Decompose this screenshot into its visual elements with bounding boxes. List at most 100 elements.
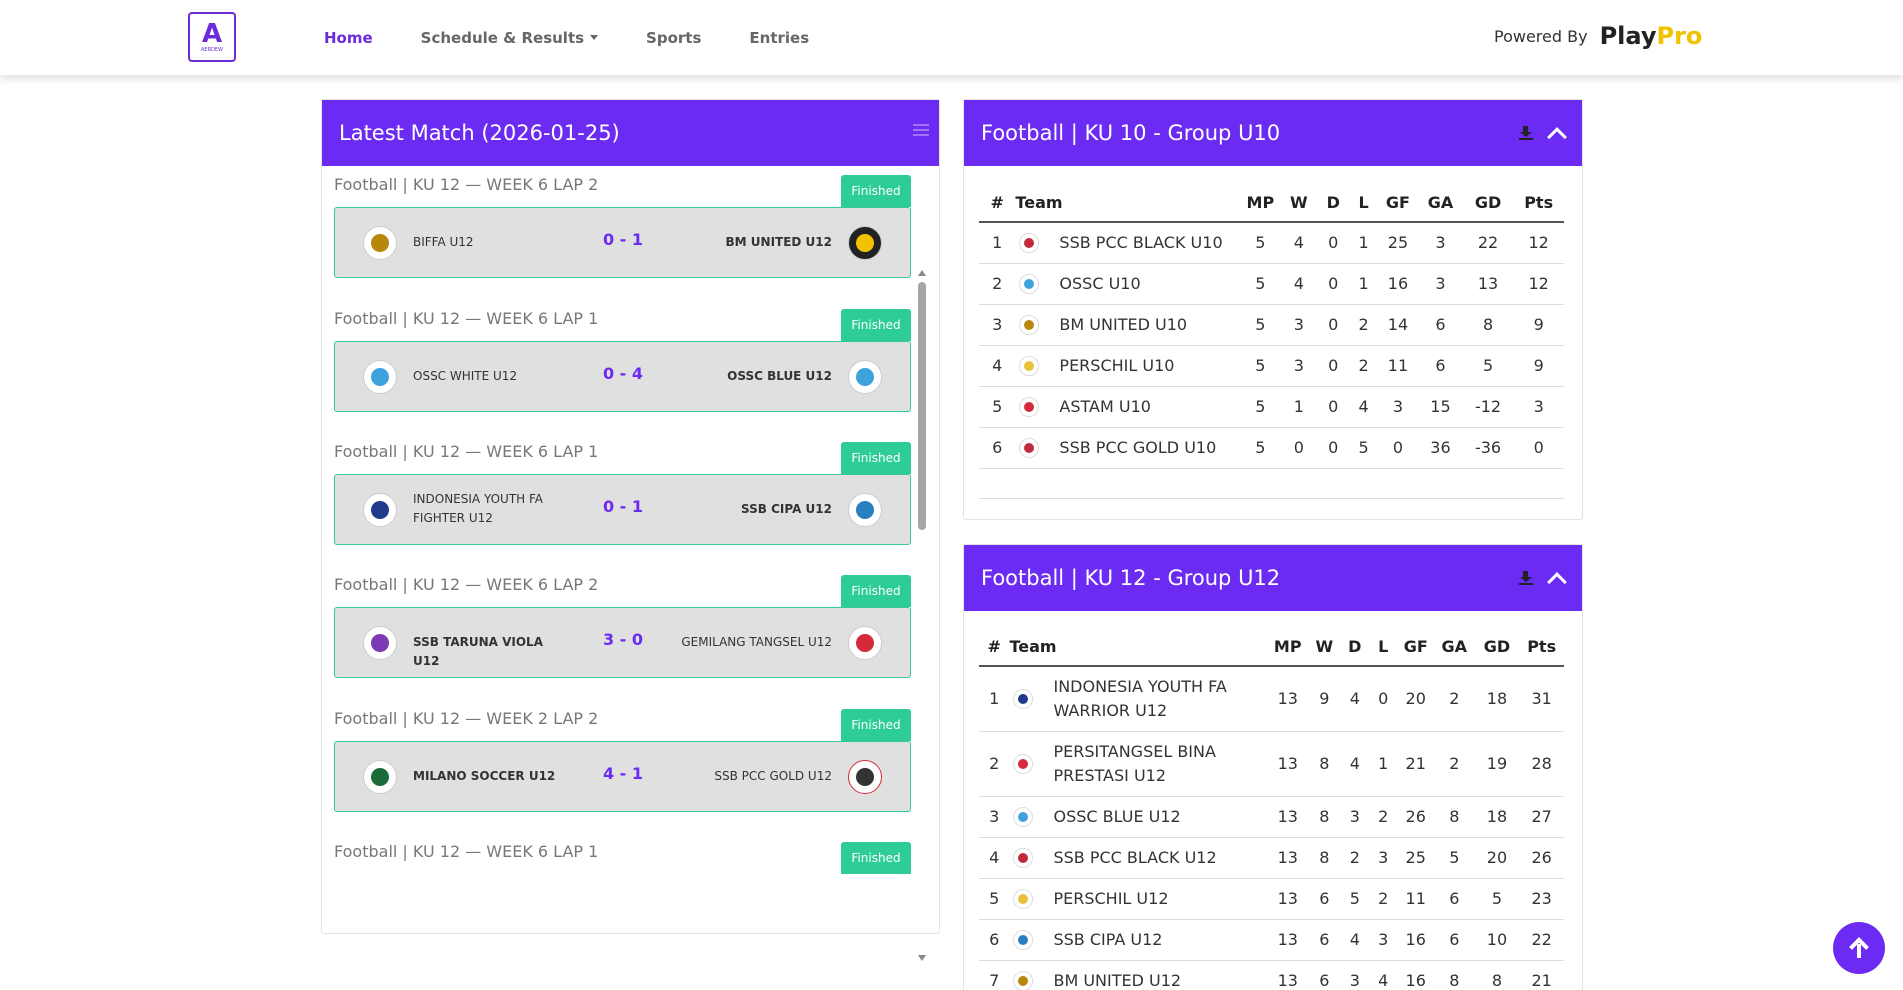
row-pos: 2 — [979, 263, 1016, 305]
row-l: 2 — [1369, 878, 1398, 920]
col-d: D — [1317, 184, 1350, 223]
table-row-empty — [979, 468, 1564, 499]
nav-schedule-results[interactable]: Schedule & Results — [421, 29, 599, 47]
site-logo[interactable]: A AERDEW — [188, 12, 236, 62]
away-team-name: SSB CIPA U12 — [741, 502, 832, 516]
team-logo-icon — [1013, 847, 1034, 868]
caret-down-icon — [590, 35, 599, 40]
brand-pro[interactable]: Pro — [1656, 22, 1703, 50]
row-w: 4 — [1280, 222, 1318, 264]
match-label: Football | KU 12 — WEEK 6 LAP 1 — [334, 309, 599, 328]
row-l: 1 — [1349, 263, 1378, 305]
latest-match-header: Latest Match (2026-01-25) — [322, 100, 939, 166]
table-row[interactable]: 1 SSB PCC BLACK U10 5 4 0 1 25 3 22 12 — [979, 222, 1564, 264]
row-d: 0 — [1317, 345, 1350, 387]
row-mp: 13 — [1267, 666, 1309, 732]
match-card[interactable]: BIFFA U12 0 - 1 BM UNITED U12 — [334, 207, 911, 278]
row-team: INDONESIA YOUTH FA WARRIOR U12 — [1009, 666, 1268, 732]
table-row[interactable]: 5 ASTAM U10 5 1 0 4 3 15 -12 3 — [979, 386, 1564, 428]
col-pts: Pts — [1513, 184, 1564, 223]
scroll-to-top-button[interactable] — [1833, 922, 1885, 974]
row-mp: 5 — [1240, 222, 1281, 264]
row-ga: 2 — [1434, 731, 1475, 797]
menu-icon[interactable] — [913, 124, 929, 138]
team-logo-icon — [1013, 688, 1034, 709]
match-list[interactable]: Football | KU 12 — WEEK 6 LAP 2 Finished… — [322, 168, 940, 963]
latest-match-card: Latest Match (2026-01-25) Football | KU … — [321, 99, 940, 961]
standings-title: Football | KU 10 - Group U10 — [981, 121, 1281, 145]
team-name: SSB CIPA U12 — [1053, 929, 1163, 949]
team-name: OSSC BLUE U12 — [1053, 806, 1181, 826]
row-d: 0 — [1317, 386, 1350, 428]
row-gd: 20 — [1474, 837, 1520, 879]
row-pos: 3 — [979, 304, 1016, 346]
nav-entries[interactable]: Entries — [749, 28, 810, 47]
away-team-logo-icon — [848, 360, 882, 394]
match-list-scrollbar[interactable] — [916, 268, 928, 963]
row-team: PERSITANGSEL BINA PRESTASI U12 — [1009, 731, 1268, 797]
row-w: 3 — [1280, 345, 1318, 387]
table-row[interactable]: 1 INDONESIA YOUTH FA WARRIOR U12 13 9 4 … — [979, 666, 1564, 732]
table-row[interactable]: 4 PERSCHIL U10 5 3 0 2 11 6 5 9 — [979, 345, 1564, 387]
row-pos: 6 — [979, 919, 1010, 961]
row-pos: 5 — [979, 386, 1016, 428]
collapse-chevron-icon[interactable] — [1547, 572, 1567, 592]
match-card[interactable]: SSB TARUNA VIOLA U12 3 - 0 GEMILANG TANG… — [334, 607, 911, 678]
scroll-up-arrow-icon[interactable] — [918, 270, 926, 276]
scroll-thumb[interactable] — [918, 282, 926, 530]
row-w: 6 — [1308, 960, 1341, 990]
row-d: 4 — [1340, 919, 1369, 961]
row-d: 3 — [1340, 796, 1369, 838]
row-l: 2 — [1349, 345, 1378, 387]
col-team: Team — [1009, 628, 1268, 667]
row-gf: 25 — [1377, 222, 1419, 264]
row-gd: 10 — [1474, 919, 1520, 961]
row-l: 2 — [1369, 796, 1398, 838]
status-badge: Finished — [841, 842, 911, 874]
table-row[interactable]: 3 BM UNITED U10 5 3 0 2 14 6 8 9 — [979, 304, 1564, 346]
row-mp: 5 — [1240, 427, 1281, 469]
team-name: SSB PCC BLACK U10 — [1059, 232, 1223, 252]
download-icon[interactable] — [1518, 570, 1534, 586]
table-row[interactable]: 2 OSSC U10 5 4 0 1 16 3 13 12 — [979, 263, 1564, 305]
table-row[interactable]: 2 PERSITANGSEL BINA PRESTASI U12 13 8 4 … — [979, 731, 1564, 797]
row-l: 0 — [1369, 666, 1398, 732]
match-card[interactable]: MILANO SOCCER U12 4 - 1 SSB PCC GOLD U12 — [334, 741, 911, 812]
nav-sports[interactable]: Sports — [646, 28, 702, 47]
row-pos: 1 — [979, 222, 1016, 264]
row-pts: 21 — [1519, 960, 1564, 990]
table-row[interactable]: 5 PERSCHIL U12 13 6 5 2 11 6 5 23 — [979, 878, 1564, 920]
row-ga: 8 — [1434, 796, 1475, 838]
row-gd: 19 — [1474, 731, 1520, 797]
table-row[interactable]: 4 SSB PCC BLACK U12 13 8 2 3 25 5 20 26 — [979, 837, 1564, 879]
row-ga: 36 — [1418, 427, 1463, 469]
match-score: 0 - 1 — [602, 497, 644, 516]
col-pos: # — [979, 184, 1016, 223]
col-l: L — [1349, 184, 1378, 223]
brand-play[interactable]: Play — [1599, 22, 1657, 50]
scroll-down-arrow-icon[interactable] — [918, 955, 926, 961]
table-row[interactable]: 3 OSSC BLUE U12 13 8 3 2 26 8 18 27 — [979, 796, 1564, 838]
status-badge: Finished — [841, 709, 911, 741]
table-row[interactable]: 6 SSB PCC GOLD U10 5 0 0 5 0 36 -36 0 — [979, 427, 1564, 469]
row-l: 4 — [1369, 960, 1398, 990]
latest-match-title: Latest Match (2026-01-25) — [339, 121, 620, 145]
powered-by-label: Powered By — [1494, 26, 1588, 46]
nav-home[interactable]: Home — [324, 28, 373, 47]
match-card[interactable]: OSSC WHITE U12 0 - 4 OSSC BLUE U12 — [334, 341, 911, 412]
match-card[interactable]: INDONESIA YOUTH FA FIGHTER U12 0 - 1 SSB… — [334, 474, 911, 545]
match-item: Football | KU 12 — WEEK 6 LAP 2 Finished… — [334, 175, 911, 308]
download-icon[interactable] — [1518, 125, 1534, 141]
row-ga: 8 — [1434, 960, 1475, 990]
row-ga: 2 — [1434, 666, 1475, 732]
away-team-name: BM UNITED U12 — [725, 235, 832, 249]
row-pts: 27 — [1519, 796, 1564, 838]
table-row[interactable]: 6 SSB CIPA U12 13 6 4 3 16 6 10 22 — [979, 919, 1564, 961]
table-row[interactable]: 7 BM UNITED U12 13 6 3 4 16 8 8 21 — [979, 960, 1564, 990]
row-mp: 13 — [1267, 837, 1309, 879]
away-team-name: OSSC BLUE U12 — [727, 369, 832, 383]
status-badge: Finished — [841, 175, 911, 207]
away-team-logo-icon — [848, 760, 882, 794]
collapse-chevron-icon[interactable] — [1547, 127, 1567, 147]
logo-mark-icon: A — [201, 19, 223, 49]
